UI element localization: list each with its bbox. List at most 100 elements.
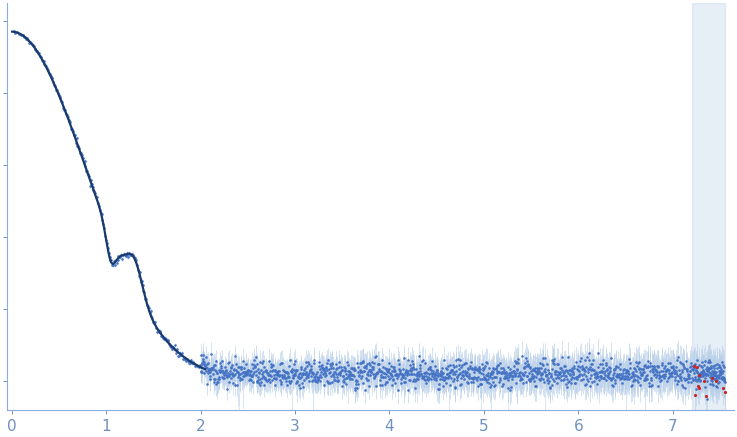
- Point: [477, 370, 489, 377]
- Point: [136, 277, 147, 284]
- Point: [691, 368, 702, 375]
- Point: [633, 358, 645, 365]
- Point: [260, 368, 272, 375]
- Point: [715, 370, 727, 377]
- Point: [240, 371, 251, 378]
- Point: [226, 370, 237, 377]
- Point: [381, 378, 393, 385]
- Point: [299, 370, 311, 377]
- Point: [609, 365, 621, 372]
- Point: [210, 357, 222, 364]
- Point: [377, 373, 388, 380]
- Point: [459, 367, 471, 374]
- Point: [671, 380, 683, 387]
- Point: [610, 363, 622, 370]
- Point: [221, 385, 233, 392]
- Point: [670, 368, 682, 375]
- Point: [318, 370, 329, 377]
- Point: [290, 367, 302, 374]
- Point: [636, 371, 648, 378]
- Point: [533, 368, 545, 375]
- Point: [571, 365, 583, 372]
- Point: [622, 370, 634, 377]
- Point: [495, 365, 507, 372]
- Point: [290, 367, 301, 374]
- Point: [589, 370, 601, 377]
- Point: [611, 371, 623, 378]
- Point: [576, 372, 588, 379]
- Point: [113, 254, 125, 261]
- Point: [442, 375, 454, 382]
- Point: [352, 364, 364, 371]
- Point: [335, 364, 347, 371]
- Point: [696, 371, 708, 378]
- Point: [470, 375, 482, 382]
- Point: [655, 368, 667, 375]
- Point: [640, 375, 652, 382]
- Point: [187, 358, 199, 365]
- Point: [321, 378, 333, 385]
- Point: [705, 376, 716, 383]
- Point: [408, 370, 419, 377]
- Point: [399, 378, 411, 385]
- Point: [656, 361, 668, 368]
- Point: [79, 157, 91, 164]
- Point: [461, 369, 472, 376]
- Point: [315, 366, 326, 373]
- Point: [84, 183, 96, 190]
- Point: [604, 364, 615, 371]
- Point: [301, 372, 313, 379]
- Point: [561, 368, 573, 375]
- Point: [263, 371, 275, 378]
- Point: [463, 374, 475, 381]
- Point: [129, 255, 141, 262]
- Point: [412, 369, 424, 376]
- Point: [649, 366, 661, 373]
- Point: [524, 365, 536, 372]
- Point: [700, 371, 712, 378]
- Point: [509, 371, 520, 378]
- Point: [437, 369, 449, 376]
- Point: [343, 368, 354, 375]
- Point: [583, 366, 595, 373]
- Point: [74, 149, 86, 156]
- Point: [486, 374, 498, 381]
- Point: [250, 368, 262, 375]
- Point: [488, 368, 500, 375]
- Point: [346, 376, 358, 383]
- Point: [288, 367, 300, 374]
- Point: [693, 370, 705, 377]
- Point: [482, 372, 494, 379]
- Point: [416, 374, 428, 381]
- Point: [287, 361, 299, 368]
- Point: [105, 256, 116, 263]
- Point: [66, 125, 77, 132]
- Point: [497, 369, 509, 376]
- Point: [289, 357, 301, 364]
- Point: [244, 370, 256, 377]
- Point: [621, 372, 633, 379]
- Point: [439, 374, 451, 381]
- Point: [430, 376, 441, 383]
- Point: [716, 368, 727, 375]
- Point: [676, 368, 688, 375]
- Point: [514, 368, 525, 375]
- Point: [577, 366, 589, 373]
- Point: [607, 371, 619, 378]
- Point: [496, 370, 508, 377]
- Point: [489, 382, 500, 389]
- Point: [275, 378, 287, 385]
- Point: [201, 365, 213, 372]
- Point: [161, 336, 173, 343]
- Point: [696, 367, 708, 374]
- Point: [638, 368, 650, 375]
- Point: [534, 364, 545, 371]
- Point: [529, 382, 541, 389]
- Point: [677, 361, 688, 368]
- Point: [616, 380, 628, 387]
- Point: [553, 375, 565, 382]
- Point: [643, 379, 655, 386]
- Point: [431, 367, 443, 374]
- Point: [10, 29, 21, 36]
- Point: [203, 365, 215, 372]
